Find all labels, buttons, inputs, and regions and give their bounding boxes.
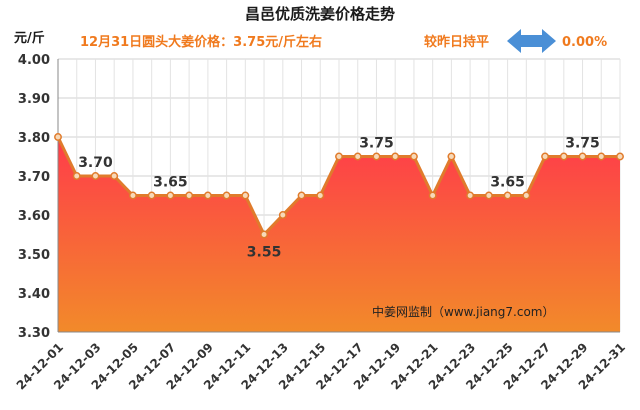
data-point: [484, 191, 493, 200]
data-point: [297, 191, 306, 200]
y-tick-label: 4.00: [18, 53, 50, 68]
data-point: [616, 152, 624, 161]
data-point: [316, 191, 325, 200]
data-point: [222, 191, 231, 200]
data-point: [466, 191, 475, 200]
y-tick-label: 3.40: [18, 287, 50, 302]
data-point: [203, 191, 212, 200]
data-point: [147, 191, 156, 200]
data-point: [372, 152, 381, 161]
watermark-text: 中姜网监制（www.jiang7.com）: [372, 304, 554, 319]
double-arrow-icon: [507, 29, 556, 53]
data-point: [559, 152, 568, 161]
y-tick-label: 3.70: [18, 170, 50, 185]
data-point: [166, 191, 175, 200]
data-label: 3.65: [153, 175, 188, 191]
y-tick-label: 3.90: [18, 92, 50, 107]
data-point: [503, 191, 512, 200]
y-tick-label: 3.50: [18, 248, 50, 263]
plot-area: 3.30 3.40 3.50 3.60 3.70 3.80 3.90 4.00 3.70 3.65…: [14, 53, 628, 393]
data-point: [241, 191, 250, 200]
data-point: [522, 191, 531, 200]
data-point: [54, 133, 62, 141]
data-point: [541, 152, 550, 161]
compare-label: 较昨日持平: [424, 34, 489, 50]
data-point: [260, 230, 269, 239]
data-point: [578, 152, 587, 161]
data-point: [110, 172, 119, 180]
data-point: [72, 172, 81, 180]
data-label: 3.75: [565, 136, 600, 152]
chart-title: 昌邑优质洗姜价格走势: [245, 5, 395, 23]
data-point: [597, 152, 606, 161]
data-label: 3.65: [490, 175, 525, 191]
data-point: [447, 152, 456, 161]
change-percent: 0.00%: [562, 35, 607, 50]
y-tick-label: 3.80: [18, 131, 50, 146]
y-tick-label: 3.30: [18, 326, 50, 341]
data-point: [185, 191, 194, 200]
data-point: [428, 191, 437, 200]
data-point: [409, 152, 418, 161]
data-label: 3.55: [247, 245, 282, 261]
y-unit-label: 元/斤: [14, 30, 45, 46]
data-point: [335, 152, 343, 161]
y-tick-label: 3.60: [18, 209, 50, 224]
data-point: [391, 152, 400, 161]
data-point: [353, 152, 362, 161]
data-label: 3.70: [78, 155, 113, 171]
data-label: 3.75: [359, 136, 394, 152]
area-fill: [58, 137, 620, 332]
data-point: [91, 172, 100, 180]
data-point: [128, 191, 137, 200]
data-point: [278, 211, 287, 219]
price-subtitle: 12月31日圆头大姜价格：3.75元/斤左右: [80, 34, 322, 50]
